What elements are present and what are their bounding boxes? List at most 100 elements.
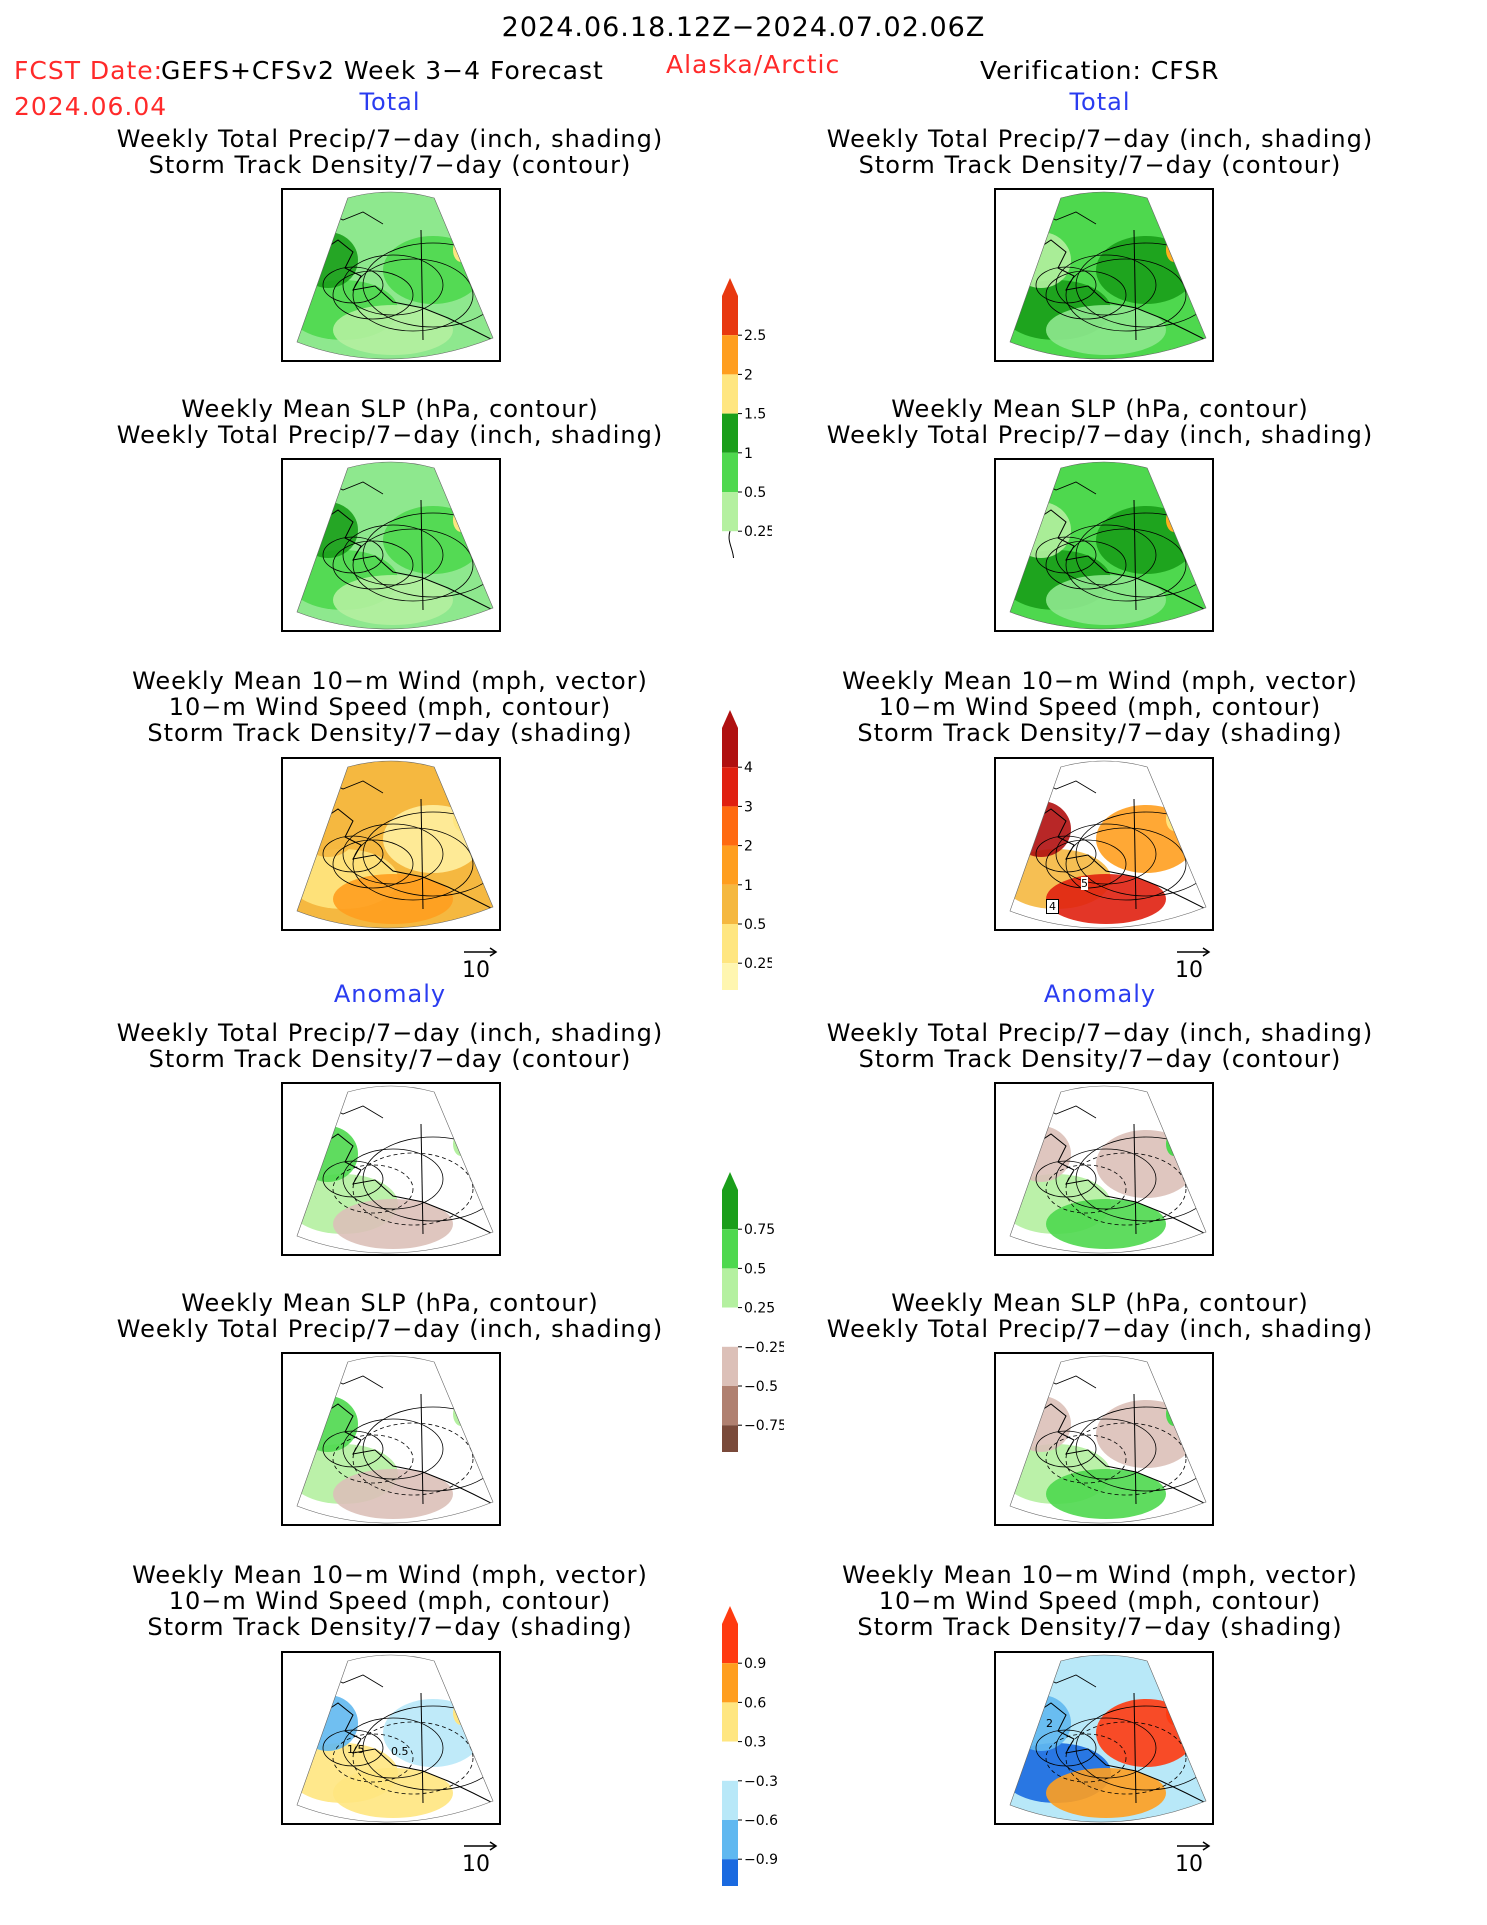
contour-label: 2: [1046, 1717, 1053, 1730]
map-svg: [296, 1085, 494, 1254]
panel-title-line: Weekly Total Precip/7−day (inch, shading…: [116, 421, 664, 449]
contour-line: [332, 839, 414, 889]
map-domain-outline: [1009, 1654, 1207, 1823]
border-line: [1133, 229, 1137, 341]
valid-period-title: 2024.06.18.12Z−2024.07.02.06Z: [501, 12, 986, 43]
coastline: [1035, 239, 1206, 341]
contour-line: [1075, 1705, 1206, 1791]
map-domain-outline: [1009, 760, 1207, 929]
forecast-date-value: 2024.06.04: [14, 92, 168, 121]
contour-line: [1055, 1418, 1157, 1480]
colorbar-swatch: [722, 767, 738, 807]
panel-title-line: Weekly Total Precip/7−day (inch, shading…: [826, 125, 1374, 153]
arrow-icon: [464, 1841, 498, 1851]
colorbar-tick-label: 0.3: [744, 1735, 766, 1751]
map-anom-precip-storm-verification: [994, 1082, 1214, 1256]
panel-title-line: Storm Track Density/7−day (shading): [147, 719, 633, 747]
contour-line: [1045, 270, 1127, 320]
panel-title-l4: Weekly Total Precip/7−day (inch, shading…: [40, 1020, 740, 1072]
colorbar-swatch: [722, 452, 738, 492]
shading-region: [383, 236, 483, 304]
contour-line: [362, 1136, 493, 1222]
panel-title-line: Storm Track Density/7−day (contour): [858, 1045, 1342, 1073]
panel-title-line: Weekly Total Precip/7−day (inch, shading…: [826, 421, 1374, 449]
contour-label: 1.5: [347, 1743, 365, 1756]
panel-title-line: Weekly Mean 10−m Wind (mph, vector): [842, 667, 1358, 695]
contour-line: [1055, 524, 1157, 586]
arrow-icon: [464, 947, 498, 957]
panel-title-r1: Weekly Total Precip/7−day (inch, shading…: [750, 126, 1450, 178]
contour-line: [352, 1152, 474, 1226]
shading-region: [453, 807, 469, 831]
colorbar-swatch: [722, 1859, 738, 1899]
map-svg: [1009, 760, 1207, 929]
shading-region: [1096, 1130, 1196, 1198]
coastline: [322, 1133, 493, 1235]
map-anom-wind-storm-verification: 2: [994, 1651, 1214, 1825]
border-line: [1133, 1692, 1137, 1804]
colorbar-svg: 0.75 0.5 0.25 −0.25 −0.5 −0.75: [722, 1172, 787, 1483]
contour-line: [342, 1418, 444, 1480]
contour-line: [1055, 1717, 1157, 1779]
panel-title-line: Storm Track Density/7−day (shading): [857, 719, 1343, 747]
contour-line: [352, 827, 474, 901]
contour-line: [342, 1148, 444, 1210]
border-line: [420, 229, 424, 341]
colorbar-swatch: [722, 413, 738, 453]
colorbar-swatch: [722, 728, 738, 768]
contour-line: [1065, 528, 1187, 602]
map-svg: [1009, 1654, 1207, 1823]
colorbar-tick-label: 0.5: [744, 1261, 766, 1277]
contour-line: [1065, 1422, 1187, 1496]
reference-vector-anomaly-left: 10: [452, 1838, 512, 1878]
map-svg: [296, 1654, 494, 1823]
map-domain-outline: [296, 1355, 494, 1524]
colorbar-tick-label: −0.75: [744, 1418, 784, 1434]
shading-region: [1166, 508, 1182, 532]
panel-title-r5: Weekly Mean SLP (hPa, contour) Weekly Tot…: [750, 1290, 1450, 1342]
map-total-slp-precip-forecast: [281, 458, 501, 632]
contour-line: [332, 1733, 414, 1783]
shading-region: [453, 238, 469, 262]
contour-line: [352, 1422, 474, 1496]
colorbar-storm-total: 4 3 2 1 0.5 0.25: [712, 700, 775, 1037]
coastline: [322, 808, 493, 910]
colorbar-tick-label: −0.25: [744, 1340, 784, 1356]
panel-title-line: Weekly Mean 10−m Wind (mph, vector): [132, 1561, 648, 1589]
shading-region: [1096, 506, 1196, 574]
map-domain-outline: [296, 1654, 494, 1823]
section-anomaly-right: Anomaly: [1043, 980, 1157, 1008]
colorbar-tick-label: 1: [744, 446, 753, 462]
map-svg: [1009, 191, 1207, 360]
region-title: Alaska/Arctic: [666, 50, 841, 79]
colorbar-swatch: [722, 296, 738, 336]
map-svg: [296, 1355, 494, 1524]
panel-title-line: 10−m Wind Speed (mph, contour): [168, 693, 612, 721]
shading-region: [1096, 1699, 1196, 1767]
panel-title-l6: Weekly Mean 10−m Wind (mph, vector) 10−m …: [40, 1562, 740, 1640]
reference-vector-label: 10: [1175, 1852, 1203, 1877]
colorbar-tick-label: 3: [744, 799, 753, 815]
map-shading: [1010, 462, 1206, 630]
colorbar-tick-label: 1.5: [744, 407, 766, 423]
contour-line: [332, 1164, 414, 1214]
contour-line: [1045, 1164, 1127, 1214]
map-svg: [296, 760, 494, 929]
map-domain-outline: [1009, 191, 1207, 360]
contour-line: [342, 254, 444, 316]
panel-title-l3: Weekly Mean 10−m Wind (mph, vector) 10−m …: [40, 668, 740, 746]
shading-region: [453, 1132, 469, 1156]
colorbar-swatch: [722, 1425, 738, 1465]
section-total-right: Total: [1069, 88, 1131, 116]
shading-region: [383, 506, 483, 574]
colorbar-tick-label: 1: [744, 878, 753, 894]
map-total-wind-storm-verification: 4 5: [994, 757, 1214, 931]
colorbar-swatch: [722, 1780, 738, 1820]
colorbar-swatch: [722, 963, 738, 1003]
colorbar-swatch: [722, 335, 738, 375]
shading-region: [1096, 1400, 1196, 1468]
contour-line: [1045, 540, 1127, 590]
colorbar-tick-label: 0.5: [744, 485, 766, 501]
map-domain-outline: [296, 760, 494, 929]
contour-line: [362, 1705, 493, 1791]
